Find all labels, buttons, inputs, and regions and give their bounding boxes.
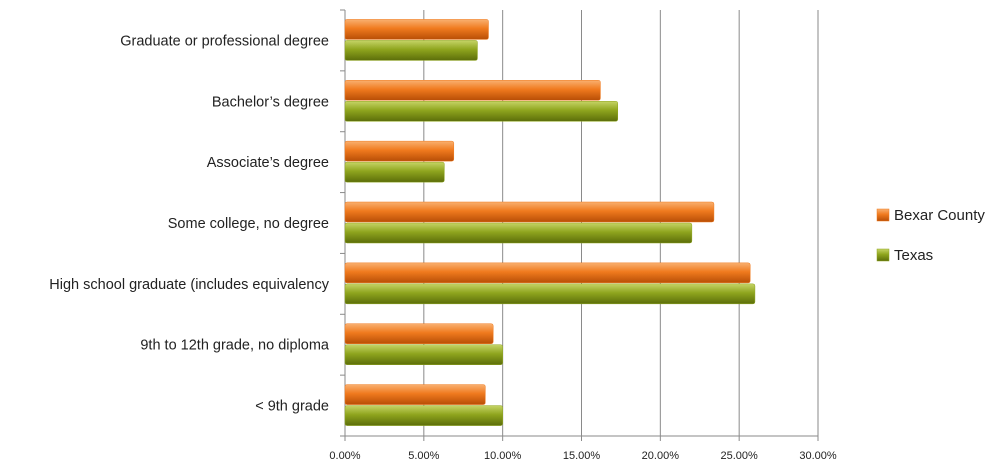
bar-bexar-county: [344, 201, 715, 223]
category-label: Some college, no degree: [168, 216, 329, 232]
legend-swatch: [876, 208, 890, 222]
category-labels: Graduate or professional degree Bachelor’…: [49, 33, 330, 414]
bar-bexar-county: [344, 384, 486, 405]
bars: [344, 19, 756, 426]
bar-texas: [344, 283, 756, 305]
legend: Bexar County Texas: [876, 207, 985, 264]
bar-bexar-county: [344, 323, 494, 344]
bar-bexar-county: [344, 140, 455, 162]
bar-texas: [344, 344, 503, 365]
bar-texas: [344, 101, 619, 122]
x-tick-label: 10.00%: [484, 450, 522, 462]
bar-texas: [344, 222, 693, 244]
legend-label: Texas: [894, 247, 933, 264]
axes: [340, 9, 818, 437]
x-tick-label: 25.00%: [721, 450, 759, 462]
category-label: Bachelor’s degree: [212, 94, 329, 110]
x-tick-label: 5.00%: [408, 450, 439, 462]
bar-texas: [344, 161, 445, 183]
legend-label: Bexar County: [894, 207, 985, 224]
category-label: 9th to 12th grade, no diploma: [140, 338, 330, 354]
bar-bexar-county: [344, 262, 751, 284]
bar-texas: [344, 405, 503, 426]
x-tick-label: 30.00%: [799, 450, 837, 462]
bar-texas: [344, 40, 478, 61]
x-tick-label: 0.00%: [329, 450, 360, 462]
x-tick-label: 15.00%: [563, 450, 601, 462]
x-tick-label: 20.00%: [642, 450, 680, 462]
category-label: Associate’s degree: [207, 155, 329, 171]
x-tick-labels: 0.00% 5.00% 10.00% 15.00% 20.00% 25.00% 30.00%: [329, 450, 836, 462]
legend-swatch: [876, 248, 890, 262]
category-label: High school graduate (includes equivalen…: [49, 277, 329, 293]
category-label: < 9th grade: [255, 399, 329, 415]
category-label: Graduate or professional degree: [120, 33, 329, 49]
bar-bexar-county: [344, 80, 601, 101]
bar-bexar-county: [344, 19, 489, 40]
